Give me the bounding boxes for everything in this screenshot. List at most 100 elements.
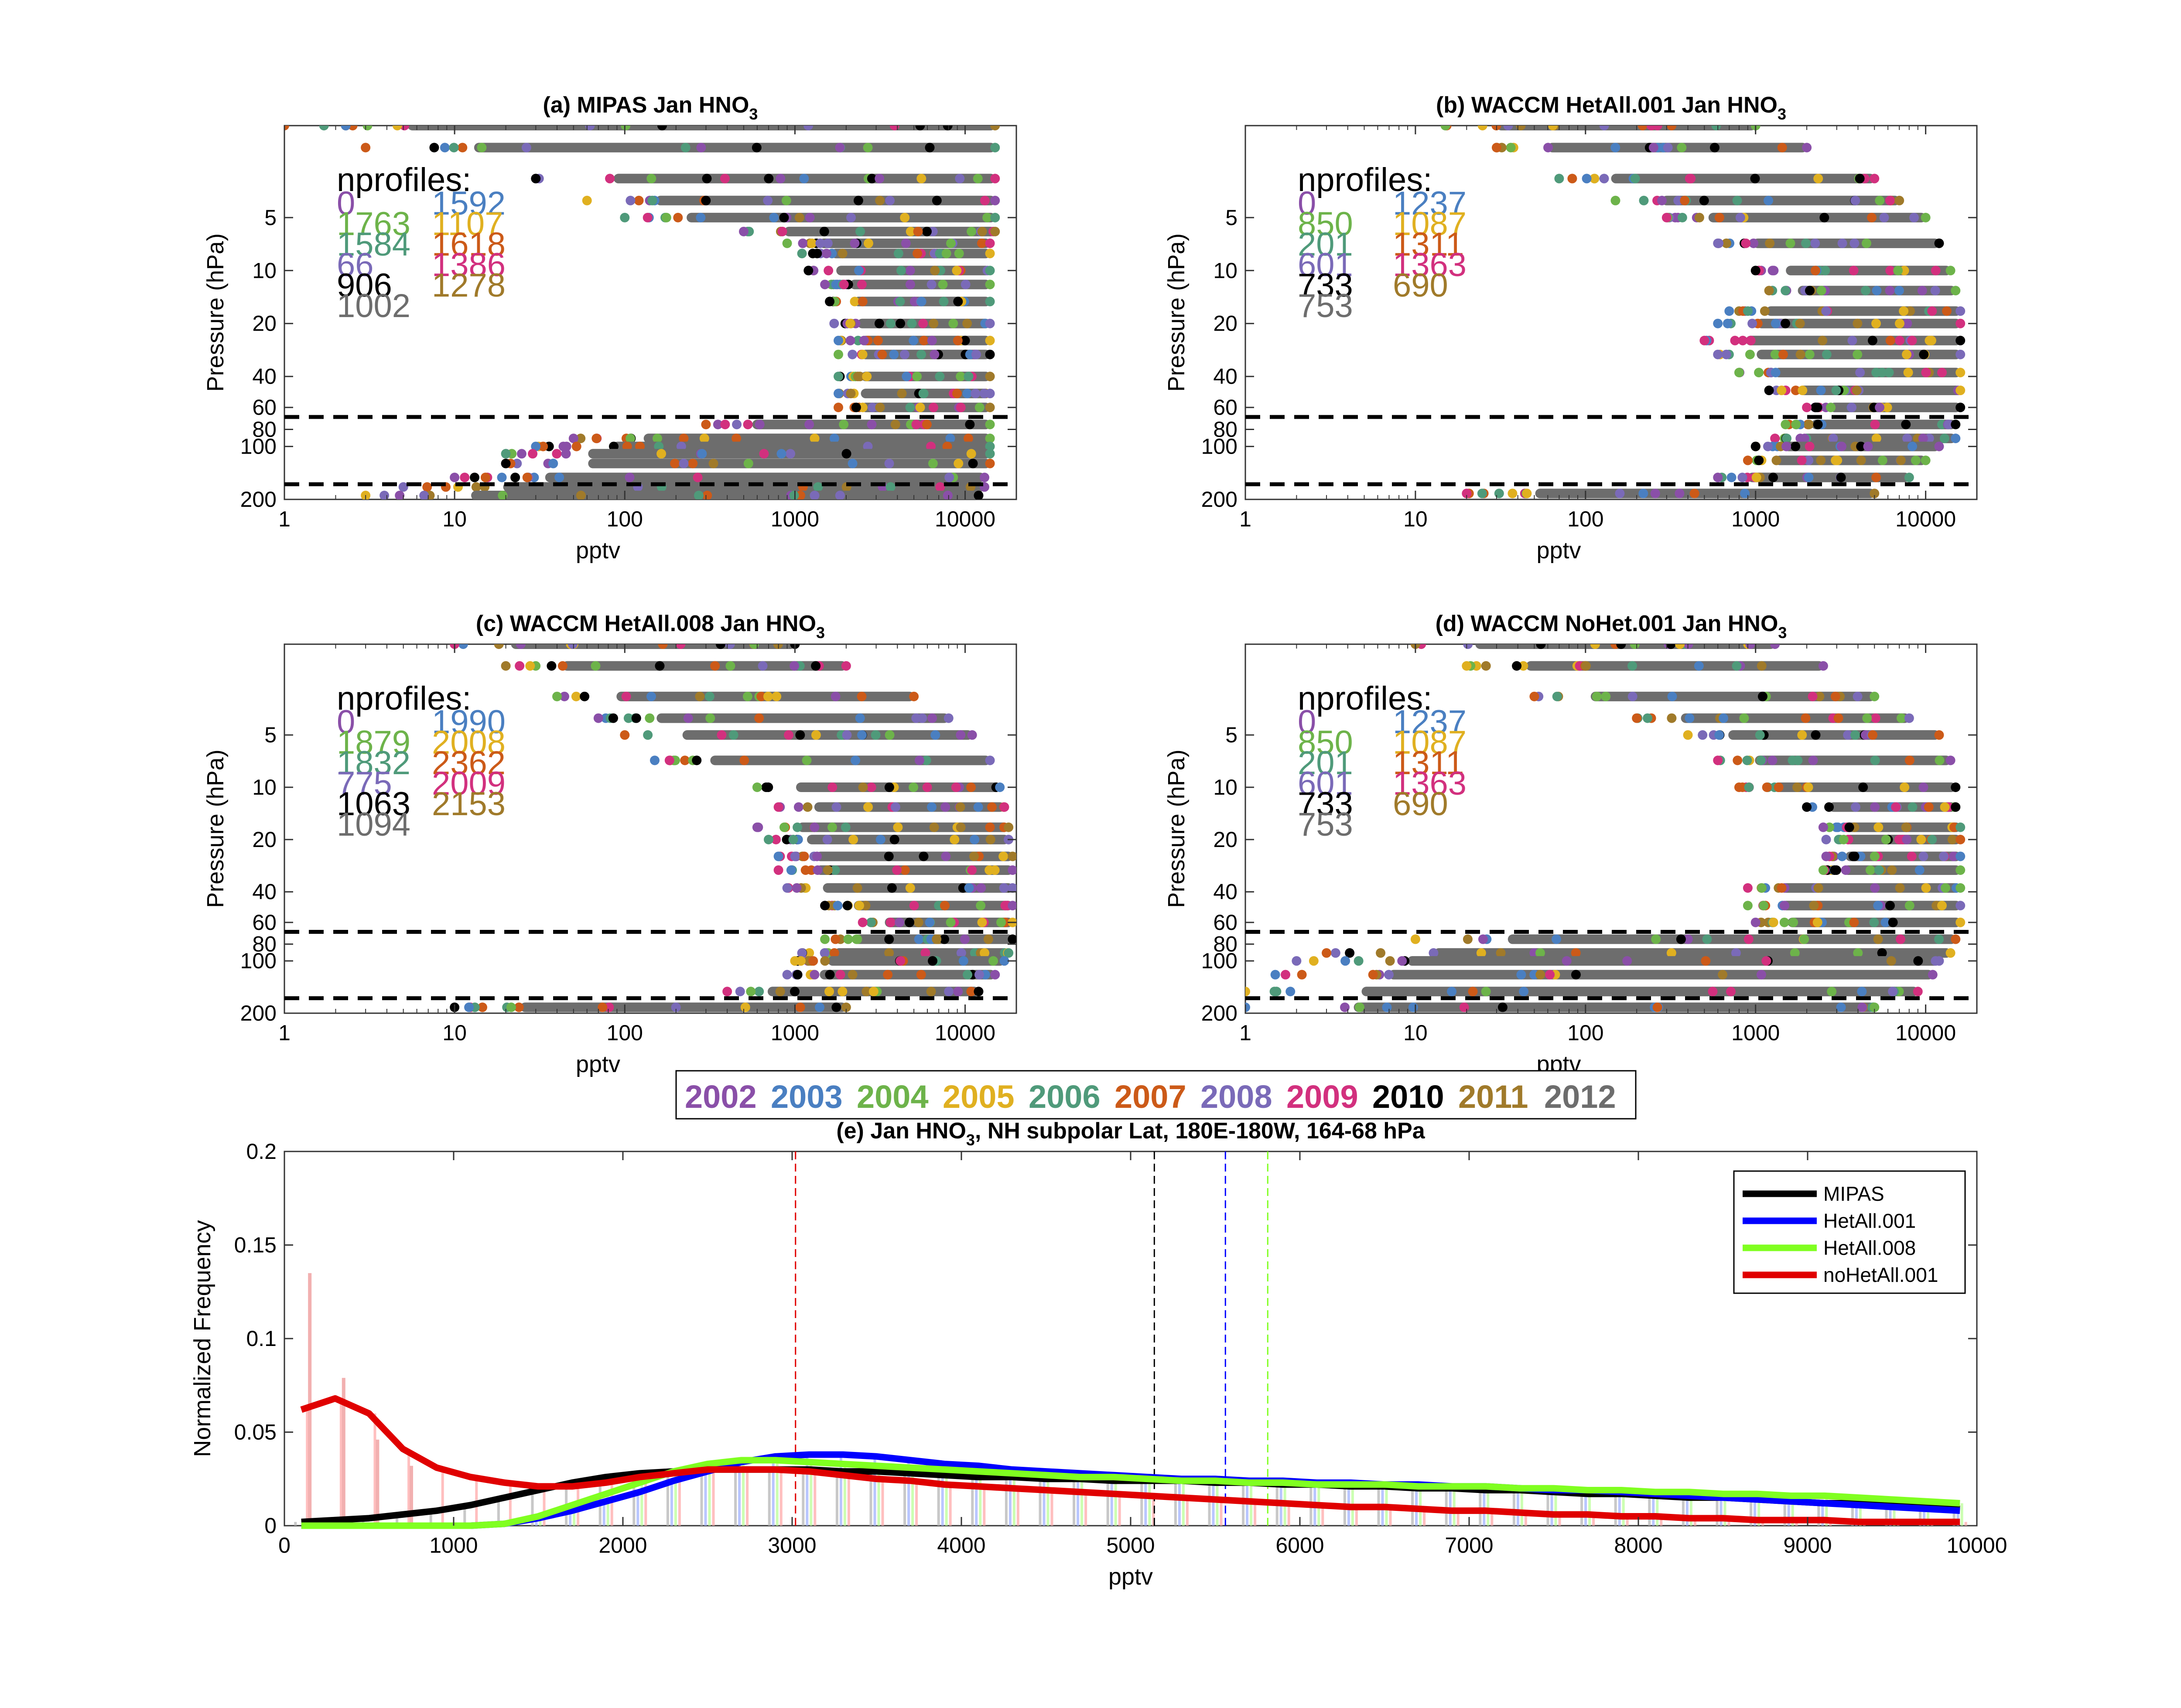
data-point — [608, 441, 619, 451]
y-tick-label: 20 — [252, 827, 277, 852]
data-point — [858, 917, 868, 927]
data-point — [851, 403, 861, 413]
data-point — [976, 883, 986, 893]
data-point — [797, 948, 807, 958]
data-point — [955, 174, 965, 184]
data-point — [702, 174, 712, 184]
data-point — [786, 865, 796, 875]
data-point — [1826, 403, 1836, 413]
legend-label-MIPAS: MIPAS — [1823, 1182, 1884, 1205]
y-tick-label: 80 — [1213, 932, 1237, 956]
data-point — [1781, 286, 1791, 296]
data-point — [1850, 195, 1860, 205]
data-point — [884, 851, 894, 861]
data-point — [887, 883, 897, 893]
data-point — [392, 126, 402, 130]
x-tick-label: 10000 — [1895, 1021, 1956, 1045]
data-point — [857, 730, 867, 740]
data-point — [341, 126, 351, 130]
data-point — [963, 970, 973, 980]
year-legend-2007: 2007 — [1114, 1079, 1186, 1115]
panel-title: (e) Jan HNO3, NH subpolar Lat, 180E-180W… — [836, 1118, 1425, 1149]
data-point — [909, 335, 919, 345]
data-point — [1281, 970, 1291, 980]
data-point — [1955, 883, 1966, 893]
y-tick-label: 200 — [1201, 487, 1237, 512]
data-point — [1610, 143, 1620, 153]
data-point — [974, 970, 984, 980]
x-tick-label: 1 — [278, 507, 291, 531]
data-point — [845, 318, 855, 328]
data-point — [842, 901, 852, 911]
data-point — [834, 372, 844, 382]
data-point — [930, 266, 940, 276]
data-point — [909, 901, 919, 911]
data-point — [863, 143, 873, 153]
data-point — [1008, 865, 1016, 875]
data-point — [999, 802, 1009, 812]
data-point — [621, 691, 631, 701]
data-point — [1632, 713, 1642, 723]
nprofiles-label: nprofiles: — [1298, 680, 1432, 717]
data-point — [1657, 195, 1667, 205]
data-point — [1815, 691, 1825, 701]
data-point — [1518, 661, 1528, 671]
series-line-noHetAll.001 — [300, 1395, 1960, 1525]
data-point — [643, 730, 653, 740]
data-point — [1740, 488, 1750, 499]
data-point — [833, 901, 843, 911]
data-point — [752, 143, 762, 153]
data-point — [926, 987, 936, 997]
data-point — [1935, 755, 1945, 765]
data-point — [823, 238, 833, 248]
y-tick-label: 100 — [240, 434, 277, 459]
data-point — [464, 1002, 474, 1012]
data-point — [871, 730, 881, 740]
data-point — [1824, 802, 1834, 812]
data-point — [1884, 368, 1894, 378]
data-point — [1904, 713, 1914, 723]
data-point — [1873, 822, 1884, 832]
data-point — [1516, 970, 1526, 980]
data-point — [1887, 865, 1897, 875]
y-tick-label: 40 — [252, 364, 277, 389]
data-point — [1735, 212, 1745, 222]
data-point — [1627, 691, 1637, 701]
data-point — [1853, 948, 1863, 958]
data-point — [732, 434, 742, 444]
data-point — [1599, 174, 1609, 184]
data-point — [920, 948, 930, 958]
nprofiles-count-2008: 775 — [337, 765, 392, 802]
data-point — [1368, 970, 1378, 980]
data-point — [821, 249, 831, 259]
data-point — [1802, 143, 1812, 153]
data-point — [790, 851, 800, 861]
data-point — [1830, 691, 1840, 701]
x-tick-label: 8000 — [1614, 1533, 1662, 1558]
data-point — [1949, 851, 1959, 861]
year-legend-2012: 2012 — [1544, 1079, 1616, 1115]
nprofiles-count-2011: 690 — [1393, 267, 1448, 304]
data-point — [1818, 661, 1828, 671]
data-point — [1699, 335, 1709, 345]
data-point — [1666, 948, 1676, 958]
y-tick-label: 100 — [1201, 434, 1237, 459]
nprofiles-count-2009: 1386 — [432, 246, 506, 284]
data-point — [1459, 1002, 1469, 1012]
data-point — [1791, 441, 1801, 451]
data-point — [1804, 420, 1814, 430]
nprofiles-count-2006: 1832 — [337, 745, 410, 782]
data-point — [990, 126, 1000, 130]
data-point — [1601, 691, 1611, 701]
data-point — [554, 472, 564, 482]
panel-title-subscript: 3 — [816, 624, 825, 642]
data-points — [284, 126, 1000, 499]
data-point — [1713, 349, 1723, 359]
data-point — [1885, 266, 1895, 276]
data-point — [1821, 834, 1831, 844]
data-point — [1571, 970, 1581, 980]
data-point — [1938, 851, 1949, 861]
data-point — [1907, 335, 1917, 345]
data-point — [1955, 851, 1966, 861]
data-point — [812, 851, 822, 861]
